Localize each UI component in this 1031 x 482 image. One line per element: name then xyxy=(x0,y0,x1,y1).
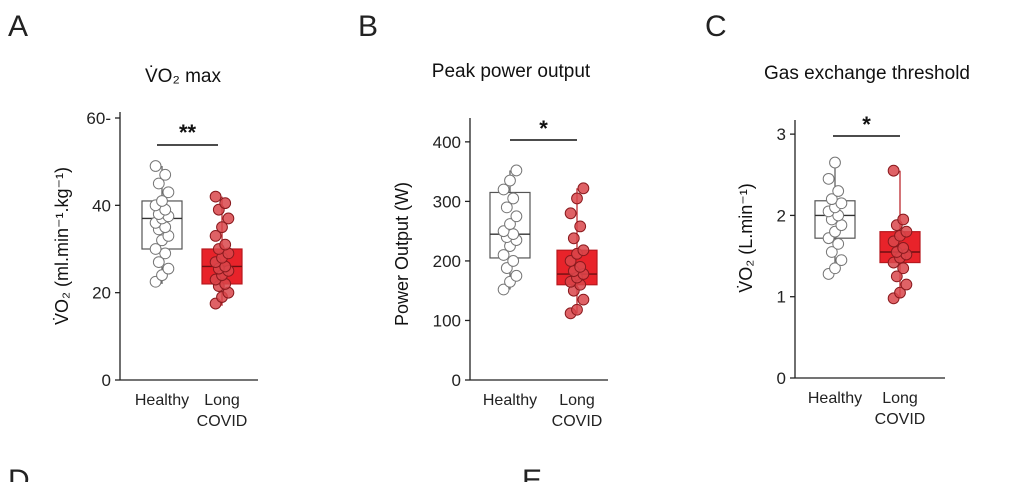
panel-b: Peak power output Power Output (W) 0 100 2… xyxy=(392,61,608,430)
data-point xyxy=(162,262,175,275)
y-tick-label: 0 xyxy=(102,371,111,390)
data-point xyxy=(156,195,168,207)
data-point xyxy=(497,183,510,196)
data-point xyxy=(567,232,580,245)
x-category-label: COVID xyxy=(552,413,603,430)
data-point xyxy=(571,192,583,205)
y-tick-label: 3 xyxy=(777,125,786,144)
y-tick-label: 300 xyxy=(433,192,461,211)
data-point xyxy=(149,243,162,255)
y-tick-label: 60- xyxy=(86,109,111,128)
panel-c-y-axis-label: V̇O₂ (L.min⁻¹) xyxy=(736,183,756,293)
data-point xyxy=(832,185,845,197)
data-point xyxy=(159,168,172,181)
data-point xyxy=(500,201,513,214)
data-point xyxy=(152,177,165,190)
data-point xyxy=(162,186,175,199)
panel-letter-b: B xyxy=(358,10,378,43)
data-point xyxy=(571,303,583,316)
data-point xyxy=(209,230,222,242)
data-point xyxy=(574,220,587,233)
data-point xyxy=(897,262,910,275)
x-category-label: Long xyxy=(559,392,595,409)
panel-a-title: V̇O₂ max xyxy=(145,66,222,87)
data-point xyxy=(900,278,913,291)
data-point xyxy=(577,244,590,257)
data-point xyxy=(835,219,848,232)
x-category-label: Healthy xyxy=(483,392,537,409)
data-point xyxy=(510,210,523,223)
panel-b-title: Peak power output xyxy=(432,61,591,82)
data-point xyxy=(564,207,577,220)
x-category-label: Long xyxy=(882,390,918,407)
data-point xyxy=(835,254,848,267)
significance-marker: ** xyxy=(179,120,197,145)
data-point xyxy=(216,221,228,234)
data-point xyxy=(222,212,235,225)
y-tick-label: 2 xyxy=(777,206,786,225)
data-point xyxy=(900,225,913,238)
data-point xyxy=(832,237,845,250)
panel-letter-a: A xyxy=(8,10,28,43)
data-point xyxy=(829,156,841,169)
panel-letter-e: E xyxy=(522,464,542,482)
data-point xyxy=(894,286,906,299)
y-tick-label: 400 xyxy=(433,133,461,152)
panel-a-plot: 0 20 40 60- Healthy Long COVID ** xyxy=(86,109,258,430)
data-point xyxy=(825,193,838,206)
data-point xyxy=(219,197,232,210)
x-category-label: Long xyxy=(204,392,240,409)
panel-a-y-axis-label: V̇O₂ (ml.min⁻¹.kg⁻¹) xyxy=(52,167,72,325)
data-point xyxy=(510,164,523,177)
x-category-label: Healthy xyxy=(135,392,189,409)
y-tick-label: 200 xyxy=(433,252,461,271)
y-tick-label: 40 xyxy=(92,196,111,215)
significance-marker: * xyxy=(862,112,871,137)
panel-b-y-axis-label: Power Output (W) xyxy=(392,182,412,326)
data-point xyxy=(897,213,910,226)
data-point xyxy=(577,293,590,306)
y-tick-label: 20 xyxy=(92,284,111,303)
data-point xyxy=(497,249,510,261)
data-point xyxy=(825,246,838,258)
x-category-label: Healthy xyxy=(808,390,862,407)
data-point xyxy=(219,238,232,251)
data-point xyxy=(887,164,900,177)
y-tick-label: 1 xyxy=(777,288,786,307)
data-point xyxy=(574,260,587,273)
y-tick-label: 100 xyxy=(433,311,461,330)
y-tick-label: 0 xyxy=(452,371,461,390)
panel-c: Gas exchange threshold V̇O₂ (L.min⁻¹) 0 1… xyxy=(736,63,970,428)
x-category-label: COVID xyxy=(875,411,926,428)
data-point xyxy=(504,218,516,230)
data-point xyxy=(159,247,172,260)
panel-letter-d: D xyxy=(8,464,30,482)
data-point xyxy=(822,172,835,185)
y-tick-label: 0 xyxy=(777,369,786,388)
panel-letter-c: C xyxy=(705,10,727,43)
data-point xyxy=(149,160,162,172)
data-point xyxy=(209,190,222,203)
data-point xyxy=(497,283,510,296)
significance-marker: * xyxy=(539,116,548,141)
data-point xyxy=(507,255,520,267)
x-category-label: COVID xyxy=(197,413,248,430)
data-point xyxy=(897,242,910,254)
panel-c-plot: 0 1 2 3 Healthy Long COVID * xyxy=(777,112,945,428)
data-point xyxy=(504,174,516,187)
data-point xyxy=(510,269,523,282)
data-point xyxy=(507,192,520,205)
data-point xyxy=(577,182,590,195)
data-point xyxy=(890,270,903,283)
panel-b-plot: 0 100 200 300 400 Healthy Long COVID * xyxy=(433,116,608,430)
panel-c-title: Gas exchange threshold xyxy=(764,63,970,84)
data-point xyxy=(152,256,165,269)
panel-a: V̇O₂ max V̇O₂ (ml.min⁻¹.kg⁻¹) 0 20 40 60- He… xyxy=(52,66,258,430)
data-point xyxy=(829,262,841,275)
